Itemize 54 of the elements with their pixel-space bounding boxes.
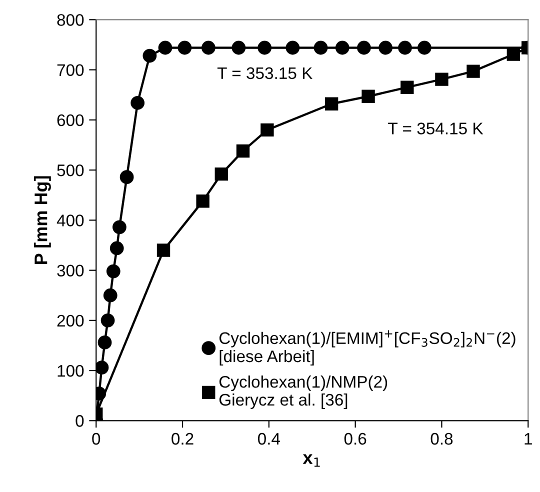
x-tick-label: 0.6 bbox=[344, 432, 366, 445]
annotation: T = 354.15 K bbox=[388, 122, 484, 134]
point bbox=[103, 288, 118, 302]
point bbox=[142, 48, 157, 63]
point bbox=[362, 90, 375, 103]
point bbox=[232, 40, 246, 55]
point bbox=[324, 97, 338, 110]
y-tick-label: 800 bbox=[57, 14, 84, 26]
point bbox=[398, 40, 412, 55]
point bbox=[236, 144, 250, 158]
point bbox=[156, 244, 170, 257]
point bbox=[466, 64, 480, 78]
point bbox=[357, 40, 371, 55]
y-axis-title: P [mm Hg] bbox=[34, 176, 51, 264]
legend-label: Cyclohexan(1)/NMP(2) Gierycz et al. [36] bbox=[219, 376, 388, 409]
point bbox=[260, 123, 274, 137]
point bbox=[110, 241, 124, 256]
point bbox=[98, 336, 112, 350]
point bbox=[178, 40, 192, 55]
y-tick-label: 400 bbox=[56, 214, 84, 226]
y-tick-label: 0 bbox=[76, 415, 84, 427]
point bbox=[286, 40, 300, 55]
y-tick-label: 600 bbox=[57, 114, 84, 126]
y-tick-label: 100 bbox=[58, 364, 84, 377]
point bbox=[158, 40, 172, 55]
point bbox=[112, 220, 126, 234]
x-tick-label: 0.4 bbox=[258, 432, 280, 445]
point bbox=[335, 40, 350, 55]
point bbox=[106, 264, 120, 278]
x-tick-label: 1 bbox=[524, 433, 532, 445]
point bbox=[120, 170, 134, 184]
y-tick-label: 200 bbox=[57, 314, 84, 327]
point bbox=[214, 167, 228, 181]
point bbox=[506, 48, 520, 61]
point bbox=[400, 80, 414, 94]
point bbox=[417, 40, 432, 55]
point bbox=[201, 40, 216, 55]
point bbox=[96, 360, 109, 374]
y-tick-label: 700 bbox=[57, 64, 84, 76]
y-tick-label: 500 bbox=[57, 164, 84, 176]
point bbox=[258, 40, 272, 55]
point bbox=[100, 313, 115, 328]
point bbox=[314, 40, 328, 55]
point bbox=[378, 40, 393, 55]
x-axis-title: x$_{1}$ bbox=[302, 454, 320, 467]
text: Cyclohexan(1)/[EMIM]$^{+}$[CF$_{3}$SO$_{2}$]$_{2}$N$^{−}$(2) [diese Arbeit] bbox=[219, 330, 516, 366]
x-tick-label: 0.8 bbox=[430, 432, 453, 445]
point bbox=[130, 96, 145, 110]
x-tick-label: 0.2 bbox=[172, 432, 194, 445]
y-tick-label: 300 bbox=[57, 264, 84, 276]
point bbox=[435, 72, 448, 86]
x-tick-label: 0 bbox=[92, 432, 100, 445]
annotation: T = 353.15 K bbox=[217, 67, 312, 80]
point bbox=[196, 194, 210, 208]
